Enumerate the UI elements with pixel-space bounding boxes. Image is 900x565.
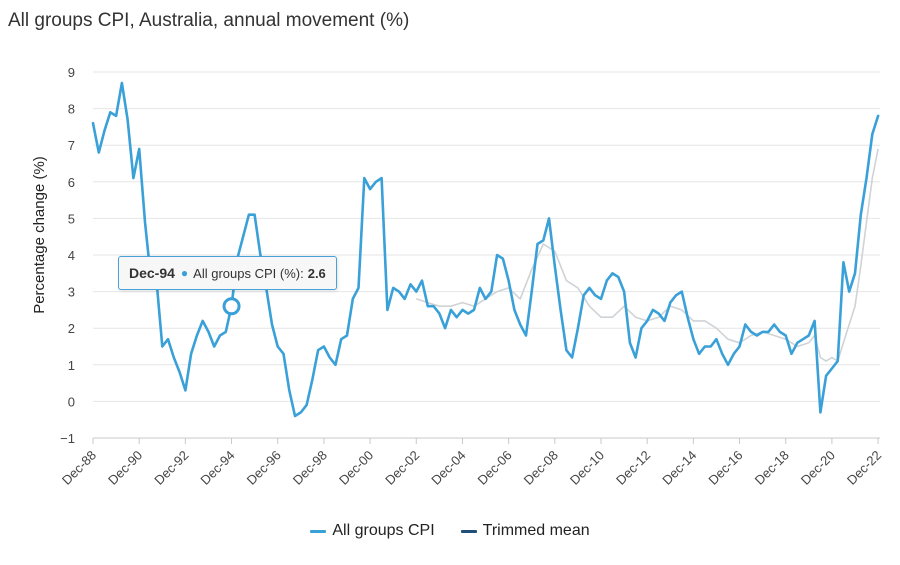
series-line-all-groups-cpi	[91, 81, 880, 418]
x-tick-label: Dec-14	[659, 448, 699, 488]
highlight-marker	[222, 297, 241, 316]
legend-line-icon	[310, 529, 327, 533]
chart-legend: All groups CPI Trimmed mean	[0, 522, 900, 540]
y-axis-label: Percentage change (%)	[31, 156, 48, 314]
tooltip-value: 2.6	[307, 265, 326, 281]
tooltip-series-label: All groups CPI (%):	[193, 265, 304, 281]
legend-label: Trimmed mean	[482, 522, 590, 539]
x-tick-label: Dec-88	[59, 448, 99, 488]
legend-label: All groups CPI	[332, 522, 435, 539]
legend-item-all-groups-cpi[interactable]: All groups CPI	[310, 522, 435, 540]
tooltip-series-dot-icon: ●	[180, 266, 189, 280]
x-tick-label: Dec-16	[705, 448, 745, 488]
y-tick-label: 0	[68, 394, 75, 409]
x-tick-label: Dec-10	[567, 448, 607, 488]
x-tick-label: Dec-00	[336, 448, 376, 488]
x-tick-label: Dec-98	[290, 448, 330, 488]
y-tick-label: −1	[60, 431, 75, 446]
x-tick-label: Dec-18	[752, 448, 792, 488]
legend-item-trimmed-mean[interactable]: Trimmed mean	[460, 522, 590, 540]
chart-tooltip: Dec-94 ● All groups CPI (%): 2.6	[118, 256, 337, 290]
y-tick-label: 6	[68, 175, 75, 190]
y-tick-label: 9	[68, 65, 75, 80]
tooltip-date: Dec-94	[129, 265, 175, 281]
x-tick-label: Dec-96	[244, 448, 284, 488]
x-tick-label: Dec-12	[613, 448, 653, 488]
x-tick-label: Dec-06	[475, 448, 515, 488]
y-tick-label: 7	[68, 138, 75, 153]
x-tick-label: Dec-94	[197, 448, 237, 488]
chart-title: All groups CPI, Australia, annual moveme…	[8, 10, 410, 31]
series-line-trimmed-mean	[416, 148, 879, 362]
legend-line-icon	[460, 529, 477, 533]
y-tick-label: 3	[68, 285, 75, 300]
y-tick-label: 5	[68, 211, 75, 226]
y-tick-label: 2	[68, 321, 75, 336]
y-tick-label: 1	[68, 358, 75, 373]
y-tick-label: 4	[68, 248, 75, 263]
x-tick-label: Dec-02	[382, 448, 422, 488]
x-tick-label: Dec-90	[105, 448, 145, 488]
x-tick-label: Dec-22	[844, 448, 884, 488]
y-tick-label: 8	[68, 102, 75, 117]
x-tick-label: Dec-08	[521, 448, 561, 488]
x-tick-label: Dec-92	[151, 448, 191, 488]
x-tick-label: Dec-04	[428, 448, 468, 488]
x-tick-label: Dec-20	[798, 448, 838, 488]
